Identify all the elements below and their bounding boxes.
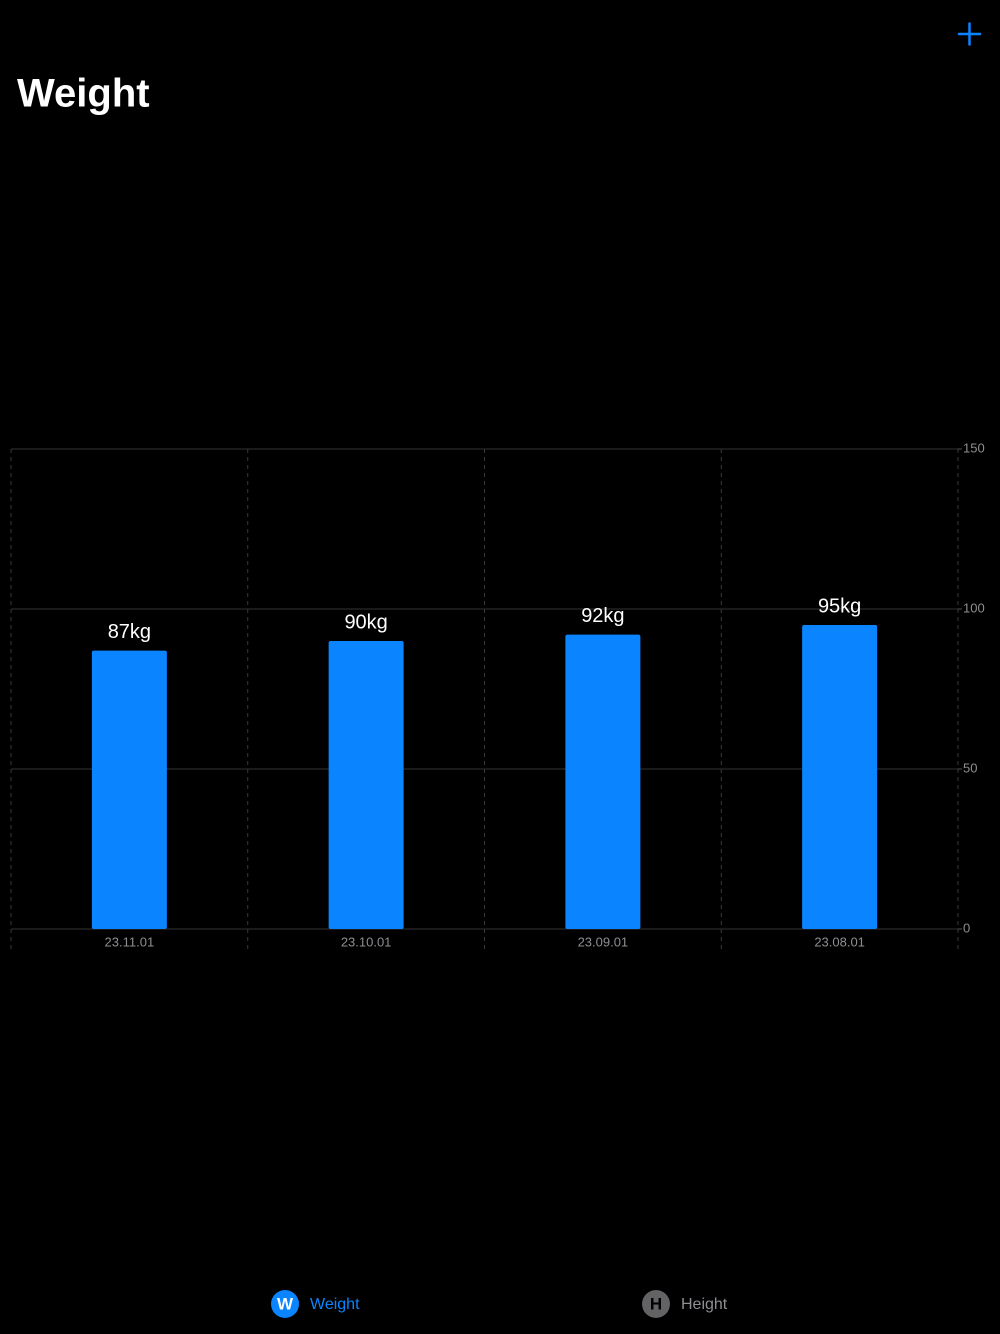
bar [565,634,641,929]
x-tick-label: 23.11.01 [105,934,155,949]
x-tick-label: 23.09.01 [578,934,629,949]
bar [802,625,878,929]
x-tick-label: 23.08.01 [814,934,865,949]
y-tick-label: 150 [963,440,985,455]
add-button[interactable] [957,22,982,46]
y-tick-label: 100 [963,600,985,615]
page-title: Weight [17,72,150,116]
tab-item[interactable]: H Height [642,1290,728,1318]
value-label: 90kg [344,611,387,633]
tab-icon: W [277,1294,294,1313]
x-tick-label: 23.10.01 [341,934,392,949]
tab-label: Height [681,1296,728,1313]
tab-icon: H [650,1294,662,1313]
value-label: 95kg [818,595,861,617]
value-label: 87kg [108,621,151,643]
bar [91,650,167,929]
tab-icon-bg [271,1290,299,1318]
y-tick-label: 50 [963,760,977,775]
y-tick-label: 0 [963,920,970,935]
bar [328,641,404,929]
tab-icon-bg [642,1290,670,1318]
tab-label: Weight [310,1296,360,1313]
value-label: 92kg [581,605,624,627]
tab-item[interactable]: W Weight [271,1290,360,1318]
